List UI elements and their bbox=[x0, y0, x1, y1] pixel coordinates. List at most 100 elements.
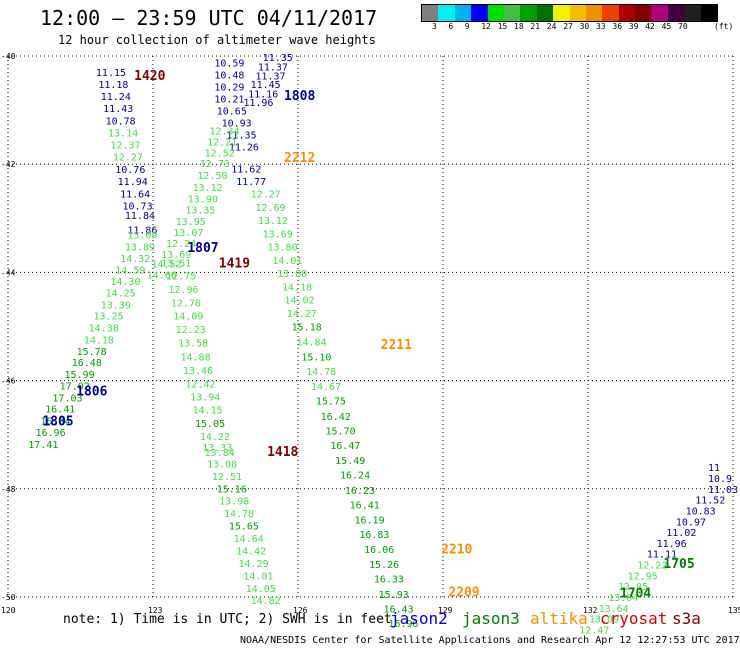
swh-value: 12.69 bbox=[255, 203, 285, 214]
pass-id-label: 1419 bbox=[219, 257, 250, 272]
satellite-s3a-label: s3a bbox=[672, 609, 701, 628]
swh-value: 15.65 bbox=[229, 522, 259, 533]
track-altika-2212-b: 12.3412.2112.5212.7312.5013.1213.9013.35… bbox=[147, 127, 240, 282]
swh-value: 10.29 bbox=[214, 82, 244, 93]
pass-id-label: 2210 bbox=[441, 542, 472, 557]
swh-value: 14.67 bbox=[311, 382, 341, 393]
swh-value: 14.78 bbox=[306, 367, 336, 378]
x-tick-label: 123 bbox=[148, 606, 163, 615]
track-altika-2211-e: 14.78 14.67 bbox=[306, 367, 341, 393]
swh-value: 12.73 bbox=[200, 159, 230, 170]
swh-value: 13.09 bbox=[127, 231, 157, 242]
x-tick-label: 126 bbox=[293, 606, 308, 615]
swh-value: 14.38 bbox=[89, 324, 119, 335]
swh-value: 14.02 bbox=[284, 295, 314, 306]
swh-value: 13.09 bbox=[589, 615, 619, 626]
legend-label: 9 bbox=[464, 22, 470, 31]
swh-value: 14.25 bbox=[106, 288, 136, 299]
swh-value: 14.30 bbox=[110, 277, 140, 288]
track-cryosat-1419-b: 15.05 bbox=[195, 419, 225, 430]
satellite-jason3-label: jason3 bbox=[462, 609, 520, 628]
swh-value: 12.21 bbox=[207, 137, 237, 148]
swh-value: 10.78 bbox=[106, 116, 136, 127]
legend-swatch bbox=[667, 5, 685, 21]
swh-value: 15.78 bbox=[77, 347, 107, 358]
legend-label: 45 bbox=[661, 22, 672, 31]
swh-value: 13.89 bbox=[125, 242, 155, 253]
swh-value: 12.27 bbox=[251, 189, 281, 200]
x-tick-label: 129 bbox=[438, 606, 453, 615]
swh-value: 12.51 bbox=[212, 472, 242, 483]
swh-value: 14.84 bbox=[297, 338, 327, 349]
legend-label: 36 bbox=[612, 22, 623, 31]
legend-swatch bbox=[585, 5, 603, 21]
y-tick-label: -46 bbox=[1, 377, 16, 386]
swh-value: 13.94 bbox=[190, 392, 220, 403]
legend-swatch bbox=[454, 5, 472, 21]
swh-value: 15.93 bbox=[379, 590, 409, 601]
track-altika-2211: 12.27 12.69 13.12 13.69 13.80 14.01 13.88 14.18… bbox=[251, 189, 317, 320]
pass-id-label: 1805 bbox=[42, 415, 73, 430]
swh-value: 15.18 bbox=[292, 323, 322, 334]
swh-value: 16.41 bbox=[350, 500, 380, 511]
swh-value: 13.69 bbox=[263, 229, 293, 240]
swh-value: 14.01 bbox=[272, 256, 302, 267]
legend-label: 15 bbox=[497, 22, 508, 31]
pass-id-label: 2212 bbox=[284, 151, 315, 166]
swh-value: 16.19 bbox=[355, 516, 385, 527]
legend-swatch bbox=[520, 5, 537, 21]
swh-value: 14.82 bbox=[251, 596, 281, 607]
swh-value: 15.05 bbox=[195, 419, 225, 430]
swh-value: 11.26 bbox=[229, 142, 259, 153]
swh-value: 11.64 bbox=[120, 189, 150, 200]
legend-label: 3 bbox=[432, 22, 437, 31]
swh-value: 16.42 bbox=[321, 412, 351, 423]
swh-value: 12.95 bbox=[628, 571, 658, 582]
swh-value: 11.37 bbox=[255, 71, 285, 82]
legend-label: 21 bbox=[530, 22, 541, 31]
swh-value: 15.49 bbox=[335, 456, 365, 467]
swh-value: 13.64 bbox=[599, 604, 629, 615]
legend-swatch bbox=[684, 5, 701, 21]
swh-value: 11.77 bbox=[236, 177, 266, 188]
legend-swatch bbox=[618, 5, 636, 21]
swh-value: 16.84 bbox=[40, 417, 70, 428]
swh-value: 12.34 bbox=[210, 127, 240, 138]
swh-value: 14.64 bbox=[234, 534, 264, 545]
map-note: note: 1) Time is in UTC; 2) SWH is in fe… bbox=[63, 612, 392, 627]
swh-value: 16.43 bbox=[384, 604, 414, 615]
legend-swatch bbox=[536, 5, 554, 21]
swh-value: 12.24 bbox=[166, 239, 196, 250]
swh-value: 17.03 bbox=[52, 393, 82, 404]
legend-label: 27 bbox=[563, 22, 573, 31]
x-tick-label: 120 bbox=[1, 606, 16, 615]
swh-value: 11.18 bbox=[98, 80, 128, 91]
swh-value: 15.26 bbox=[369, 560, 399, 571]
swh-value: 15.16 bbox=[217, 484, 247, 495]
swh-value: 12.05 bbox=[618, 582, 648, 593]
swh-value: 16.06 bbox=[364, 545, 394, 556]
swh-value: 17.02 bbox=[60, 381, 90, 392]
pass-id-label: 1806 bbox=[76, 384, 107, 399]
pass-id-label: 1420 bbox=[134, 69, 165, 84]
legend-swatch bbox=[635, 5, 652, 21]
legend-swatch bbox=[438, 5, 455, 21]
swh-value: 14.01 bbox=[243, 571, 273, 582]
y-tick-label: -44 bbox=[1, 268, 16, 277]
swh-value: 11.03 bbox=[708, 485, 738, 496]
swh-value: 16.96 bbox=[388, 619, 418, 630]
swh-value: 14.18 bbox=[84, 335, 114, 346]
swh-value: 12.27 bbox=[113, 153, 143, 164]
swh-value: 13.12 bbox=[193, 183, 223, 194]
swh-value: 14.09 bbox=[173, 312, 203, 323]
swh-value: 15.75 bbox=[316, 397, 346, 408]
swh-value: 13.35 bbox=[185, 206, 215, 217]
swh-value: 12.47 bbox=[579, 625, 609, 636]
swh-value: 13.90 bbox=[188, 194, 218, 205]
swh-value: 14.32 bbox=[120, 254, 150, 265]
swh-value: 15.70 bbox=[326, 426, 356, 437]
swh-value: 12.52 bbox=[205, 148, 235, 159]
